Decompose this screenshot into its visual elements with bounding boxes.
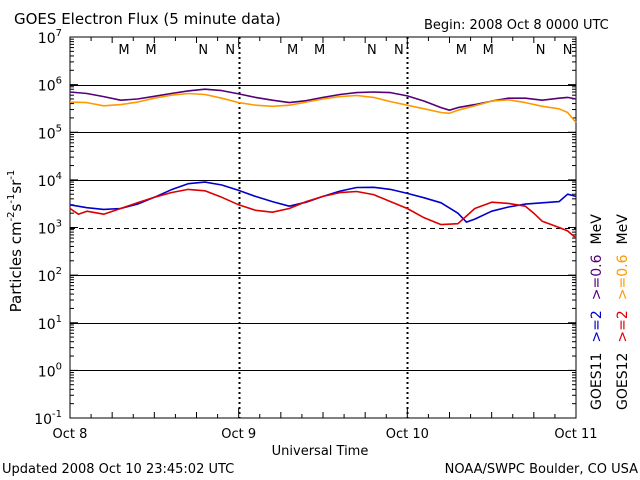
local-time-marker: M: [456, 43, 467, 58]
x-tick-label: Oct 9: [221, 427, 256, 442]
source-credit: NOAA/SWPC Boulder, CO USA: [445, 462, 638, 477]
x-tick-label: Oct 10: [386, 427, 429, 442]
y-tick-label: 102: [38, 266, 62, 285]
local-time-marker: N: [225, 43, 235, 58]
y-axis-label: Particles cm-2s-1sr-1: [6, 170, 25, 313]
local-time-marker: N: [563, 43, 573, 58]
local-time-marker: N: [367, 43, 377, 58]
local-time-marker: N: [536, 43, 546, 58]
legend-entry: GOES11: [589, 353, 605, 410]
series-line: [69, 188, 577, 239]
local-time-marker: N: [198, 43, 208, 58]
local-time-marker: M: [314, 43, 325, 58]
x-tick-labels: Oct 8 Oct 9 Oct 10 Oct 11: [53, 427, 598, 442]
legend-entry: >=2: [615, 310, 631, 342]
updated-time: Updated 2008 Oct 10 23:45:02 UTC: [2, 462, 234, 477]
y-tick-labels: 10-1 100 101 102 103 104 105 106 107: [34, 28, 62, 428]
plot-grid: [69, 36, 577, 419]
local-time-marker: M: [118, 43, 129, 58]
plot-frame: [69, 36, 577, 419]
x-tick-label: Oct 11: [554, 427, 597, 442]
y-tick-label: 10-1: [34, 409, 62, 428]
y-tick-label: 107: [38, 28, 62, 47]
series-line: [69, 181, 577, 223]
x-axis-label: Universal Time: [272, 444, 369, 459]
flux-series: [69, 88, 577, 239]
chart-title: GOES Electron Flux (5 minute data): [14, 10, 281, 28]
legend-column-goes12: GOES12 >=2 >=0.6 MeV: [615, 214, 631, 410]
right-legend: GOES11 >=2 >=0.6 MeV GOES12 >=2 >=0.6 MeV: [589, 214, 631, 410]
legend-entry: MeV: [615, 214, 631, 245]
local-time-marker: M: [145, 43, 156, 58]
legend-entry: MeV: [589, 214, 605, 245]
y-tick-label: 101: [38, 314, 62, 333]
series-line: [69, 92, 577, 124]
legend-entry: >=0.6: [615, 254, 631, 300]
y-tick-label: 104: [38, 171, 62, 190]
x-tick-label: Oct 8: [53, 427, 88, 442]
legend-column-goes11: GOES11 >=2 >=0.6 MeV: [589, 214, 605, 410]
y-tick-label: 106: [38, 76, 62, 95]
local-time-marker: N: [394, 43, 404, 58]
series-line: [69, 88, 577, 111]
local-time-marker: M: [483, 43, 494, 58]
y-tick-label: 105: [38, 123, 62, 142]
y-tick-label: 103: [38, 219, 62, 238]
legend-entry: >=2: [589, 310, 605, 342]
local-time-marker: M: [287, 43, 298, 58]
legend-entry: GOES12: [615, 353, 631, 410]
axis-ticks: [69, 37, 577, 419]
y-tick-label: 100: [38, 361, 62, 380]
legend-entry: >=0.6: [589, 254, 605, 300]
begin-time: Begin: 2008 Oct 8 0000 UTC: [424, 18, 609, 33]
